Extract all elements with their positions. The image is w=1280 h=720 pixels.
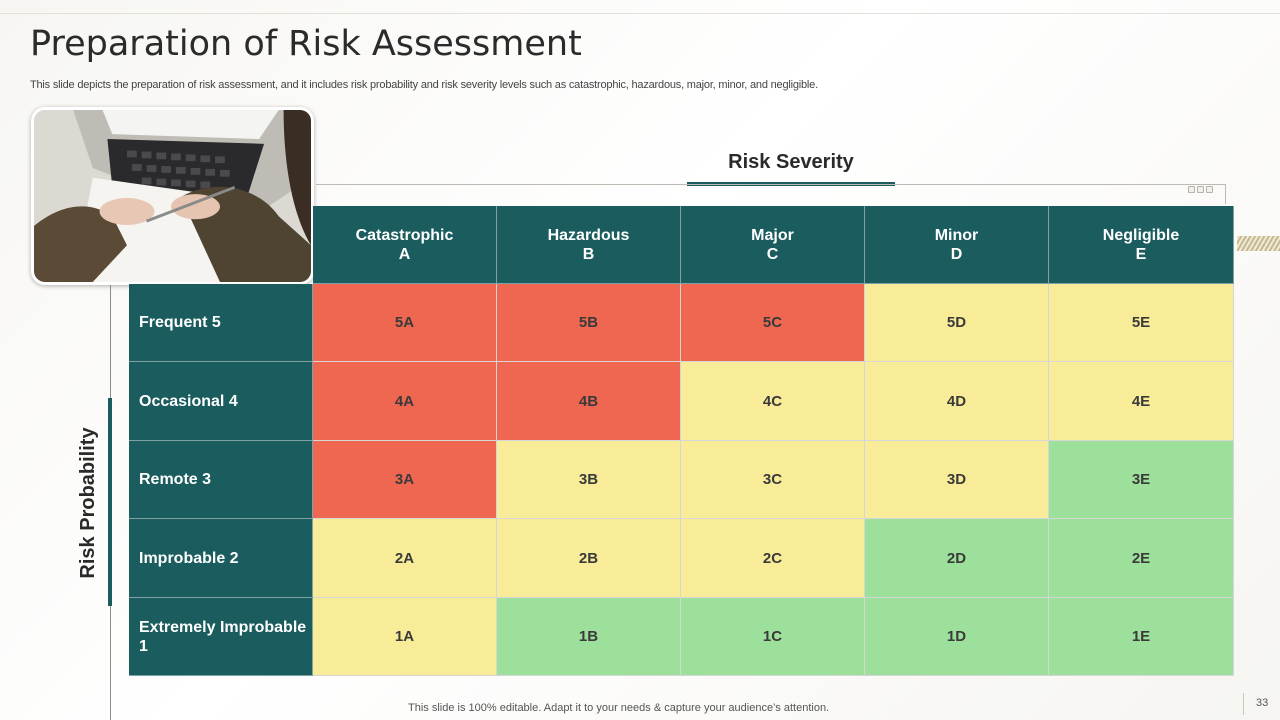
decorative-squares	[1188, 180, 1215, 198]
matrix-cell: 4B	[497, 362, 681, 441]
page-number: 33	[1256, 697, 1269, 709]
matrix-cell: 2D	[865, 519, 1049, 598]
decorative-connector	[1225, 184, 1226, 204]
matrix-cell: 4D	[865, 362, 1049, 441]
matrix-cell: 2B	[497, 519, 681, 598]
matrix-cell: 3D	[865, 441, 1049, 519]
column-header-catastrophic: Catastrophic A	[313, 206, 497, 284]
risk-severity-rule	[316, 184, 1226, 185]
matrix-cell: 1D	[865, 598, 1049, 676]
matrix-cell: 3E	[1049, 441, 1234, 519]
top-divider	[0, 13, 1280, 14]
page-subtitle: This slide depicts the preparation of ri…	[30, 79, 818, 91]
matrix-cell: 3A	[313, 441, 497, 519]
risk-probability-bar	[108, 398, 112, 606]
matrix-cell: 1C	[681, 598, 865, 676]
risk-probability-label: Risk Probability	[77, 427, 99, 579]
matrix-cell: 5C	[681, 284, 865, 362]
matrix-cell: 5D	[865, 284, 1049, 362]
row-header-improbable: Improbable 2	[129, 519, 313, 598]
matrix-cell: 2A	[313, 519, 497, 598]
matrix-cell: 4A	[313, 362, 497, 441]
column-header-hazardous: Hazardous B	[497, 206, 681, 284]
matrix-cell: 2E	[1049, 519, 1234, 598]
matrix-cell: 3B	[497, 441, 681, 519]
row-header-extremely-improbable: Extremely Improbable 1	[129, 598, 313, 676]
row-header-frequent: Frequent 5	[129, 284, 313, 362]
row-header-occasional: Occasional 4	[129, 362, 313, 441]
matrix-cell: 5A	[313, 284, 497, 362]
risk-severity-label: Risk Severity	[728, 151, 854, 173]
page-number-divider	[1243, 693, 1244, 715]
matrix-cell: 2C	[681, 519, 865, 598]
matrix-cell: 5E	[1049, 284, 1234, 362]
matrix-cell: 4C	[681, 362, 865, 441]
matrix-cell: 5B	[497, 284, 681, 362]
row-header-remote: Remote 3	[129, 441, 313, 519]
matrix-corner	[129, 206, 313, 284]
matrix-cell: 3C	[681, 441, 865, 519]
risk-matrix: Catastrophic A Hazardous B Major C Minor D N…	[129, 206, 1234, 676]
column-header-major: Major C	[681, 206, 865, 284]
column-header-negligible: Negligible E	[1049, 206, 1234, 284]
matrix-cell: 1B	[497, 598, 681, 676]
column-header-minor: Minor D	[865, 206, 1049, 284]
matrix-cell: 1E	[1049, 598, 1234, 676]
footer-note: This slide is 100% editable. Adapt it to…	[408, 702, 830, 714]
decorative-stripe	[1237, 236, 1280, 251]
matrix-cell: 4E	[1049, 362, 1234, 441]
matrix-cell: 1A	[313, 598, 497, 676]
laptop-writing-photo	[31, 107, 314, 285]
page-title: Preparation of Risk Assessment	[30, 24, 582, 64]
